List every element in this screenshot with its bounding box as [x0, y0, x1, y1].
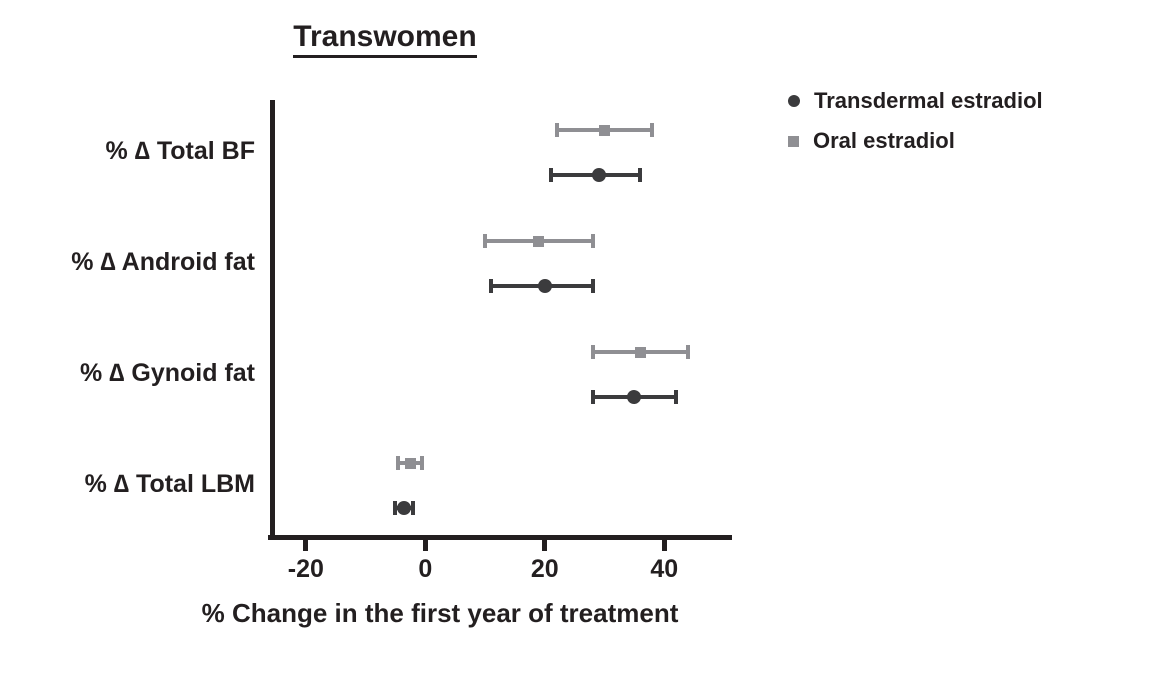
error-bar-cap [489, 279, 494, 293]
chart-title: Transwomen [270, 20, 500, 58]
marker-circle [537, 279, 552, 293]
error-bar-cap [650, 123, 655, 137]
category-label: % ∆ Total BF [105, 136, 255, 165]
error-bar-cap [590, 279, 595, 293]
legend-label-transdermal: Transdermal estradiol [814, 88, 1043, 113]
x-axis [268, 535, 732, 540]
x-tick [303, 540, 309, 551]
category-label: % ∆ Total LBM [84, 469, 255, 498]
marker-square [634, 346, 646, 358]
marker-square [533, 235, 545, 247]
error-bar-cap [590, 390, 595, 404]
error-bar-cap [686, 345, 691, 359]
circle-marker-icon [788, 95, 800, 107]
category-label: % ∆ Gynoid fat [79, 358, 255, 387]
error-bar-cap [590, 234, 595, 248]
x-tick-label: -20 [287, 555, 324, 583]
x-tick-label: 40 [650, 555, 679, 583]
legend-entry-transdermal: Transdermal estradiol [788, 86, 1043, 116]
x-tick-label: 20 [530, 555, 559, 583]
chart-title-text: Transwomen [293, 20, 477, 58]
error-bar-cap [393, 501, 398, 515]
x-axis-title: % Change in the first year of treatment [201, 598, 679, 628]
marker-circle [627, 390, 642, 404]
legend-entry-oral: Oral estradiol [788, 126, 1043, 156]
plot-area: -20 0 20 40 [268, 100, 732, 583]
square-marker-icon [788, 135, 799, 147]
x-tick [661, 540, 667, 551]
error-bar-cap [483, 234, 488, 248]
marker-circle [591, 168, 606, 182]
error-bar-cap [590, 345, 595, 359]
legend: Transdermal estradiol Oral estradiol [788, 86, 1043, 166]
x-tick [542, 540, 548, 551]
error-bar-cap [548, 168, 553, 182]
error-bar-cap [554, 123, 559, 137]
x-tick-label: 0 [418, 555, 433, 583]
marker-square [404, 457, 416, 469]
error-bar-cap [638, 168, 643, 182]
x-tick [422, 540, 428, 551]
y-axis [270, 100, 275, 540]
marker-circle [397, 501, 412, 515]
category-label: % ∆ Android fat [71, 247, 255, 276]
legend-label-oral: Oral estradiol [813, 128, 955, 153]
error-bar-cap [674, 390, 679, 404]
error-bar-cap [396, 456, 401, 470]
marker-square [599, 124, 611, 136]
error-bar-cap [420, 456, 425, 470]
error-bar-cap [411, 501, 416, 515]
